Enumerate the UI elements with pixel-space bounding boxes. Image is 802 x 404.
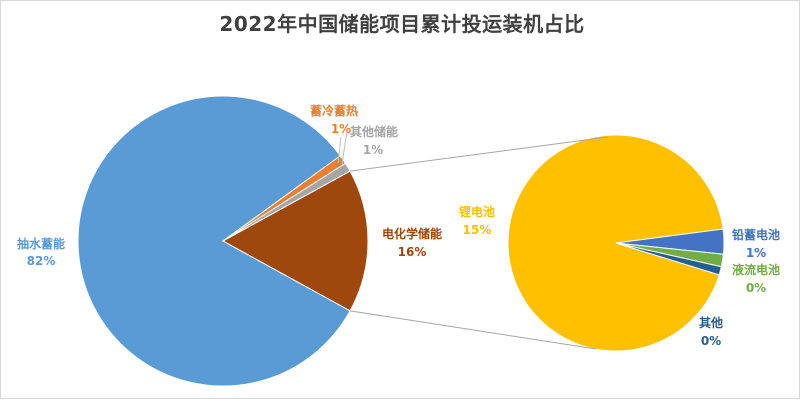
pumped-hydro-slice: [77, 95, 351, 387]
label-electrochemical-value: 16%: [398, 245, 427, 259]
label-flow-battery-value: 0%: [746, 281, 766, 295]
label-other-storage-name: 其他储能: [350, 124, 398, 139]
label-lead-acid-name: 铅蓄电池: [731, 227, 780, 242]
label-cold-heat-value: 1%: [331, 122, 351, 136]
label-other-battery-name: 其他: [699, 315, 723, 330]
label-flow-battery-name: 液流电池: [732, 262, 780, 277]
other-battery-slice: [615, 242, 722, 276]
lithium-battery-slice: [507, 134, 724, 352]
label-other-storage-value: 1%: [363, 143, 383, 157]
connector-line-top: [349, 136, 609, 172]
connector-line-bottom: [349, 310, 597, 350]
label-lead-acid-value: 1%: [746, 246, 766, 260]
leader-line-cold-heat: [337, 136, 342, 164]
label-electrochemical-name: 电化学储能: [382, 226, 442, 241]
label-pumped-hydro-name: 抽水蓄能: [17, 236, 65, 251]
label-cold-heat-name: 蓄冷蓄热: [310, 103, 358, 118]
chart-title: 2022年中国储能项目累计投运装机占比: [219, 12, 585, 36]
label-pumped-hydro-value: 82%: [27, 254, 56, 268]
label-other-battery-value: 0%: [701, 334, 721, 348]
electrochemical-slice: [221, 170, 369, 312]
leader-line-other-storage: [341, 130, 348, 165]
label-lithium-value: 15%: [463, 223, 492, 237]
label-lithium-name: 锂电池: [459, 204, 495, 219]
